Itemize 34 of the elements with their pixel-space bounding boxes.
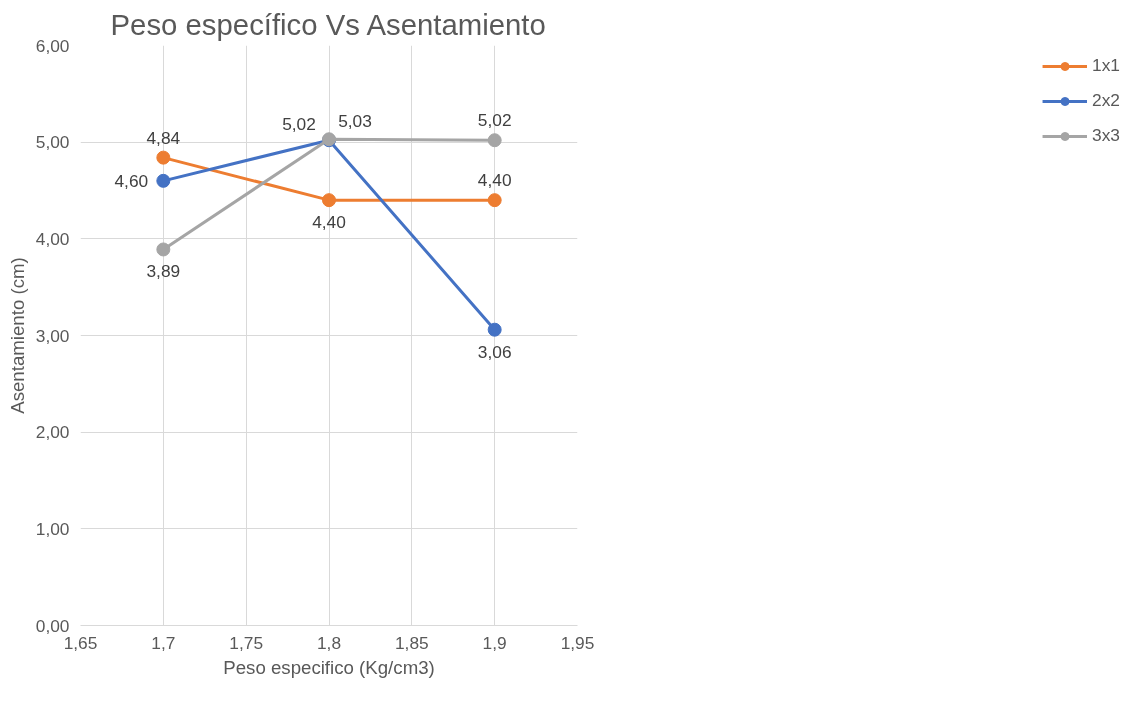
data-label: 5,02 [282, 114, 316, 135]
point [487, 193, 502, 208]
data-label: 4,60 [114, 170, 149, 191]
data-label: 4,40 [312, 212, 346, 233]
point [487, 133, 502, 148]
y-tick-label: 5,00 [35, 132, 70, 153]
x-tick-label: 1,95 [560, 632, 595, 653]
data-label: 3,06 [477, 341, 512, 362]
point [156, 173, 171, 188]
legend-label: 1x1 [1092, 55, 1120, 76]
y-tick-label: 2,00 [35, 422, 70, 443]
data-label: 5,02 [477, 110, 512, 131]
legend-label: 3x3 [1092, 125, 1120, 146]
point [487, 322, 502, 337]
point [156, 150, 171, 165]
point [322, 193, 336, 208]
x-axis-title: Peso especifico (Kg/cm3) [223, 656, 435, 678]
legend-label: 2x2 [1092, 90, 1120, 111]
y-axis-title: Asentamiento (cm) [6, 257, 28, 414]
x-tick-label: 1,7 [151, 632, 176, 653]
y-tick-label: 6,00 [35, 35, 70, 56]
x-tick-label: 1,85 [394, 632, 429, 653]
point [156, 242, 171, 257]
y-tick-label: 3,00 [35, 325, 70, 346]
data-label: 3,89 [146, 261, 181, 282]
y-tick-label: 1,00 [35, 518, 70, 539]
chart-title: Peso específico Vs Asentamiento [110, 7, 546, 41]
y-tick-label: 4,00 [35, 228, 70, 249]
x-tick-label: 1,9 [482, 632, 507, 653]
x-tick-label: 1,75 [229, 632, 264, 653]
data-label: 5,03 [338, 111, 372, 132]
data-label: 4,84 [146, 127, 181, 148]
data-label: 4,40 [477, 170, 512, 191]
x-tick-label: 1,8 [316, 632, 342, 653]
